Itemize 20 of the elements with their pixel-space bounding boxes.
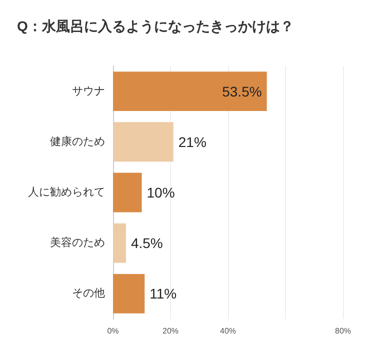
- x-tick-label: 20%: [162, 326, 179, 336]
- data-label: 21%: [178, 134, 206, 150]
- data-label: 11%: [150, 286, 177, 302]
- chart-title: Q：水風呂に入るようになったきっかけは？: [17, 18, 294, 35]
- bar: [113, 72, 267, 112]
- bar: [113, 274, 145, 314]
- x-tick-label: 0%: [107, 326, 119, 336]
- y-tick-label: 美容のため: [50, 236, 105, 250]
- y-tick-label: サウナ: [72, 85, 105, 98]
- data-label: 10%: [146, 184, 175, 200]
- x-tick-label: 80%: [334, 326, 352, 336]
- bar: [113, 122, 174, 162]
- bar: [113, 223, 126, 263]
- data-label: 53.5%: [222, 83, 262, 100]
- y-tick-label: その他: [72, 288, 105, 300]
- data-label: 4.5%: [130, 235, 163, 252]
- x-tick-label: 40%: [220, 326, 236, 336]
- y-tick-label: 人に勧められて: [28, 186, 105, 198]
- bar: [113, 172, 142, 212]
- y-tick-label: 健康のため: [50, 134, 105, 148]
